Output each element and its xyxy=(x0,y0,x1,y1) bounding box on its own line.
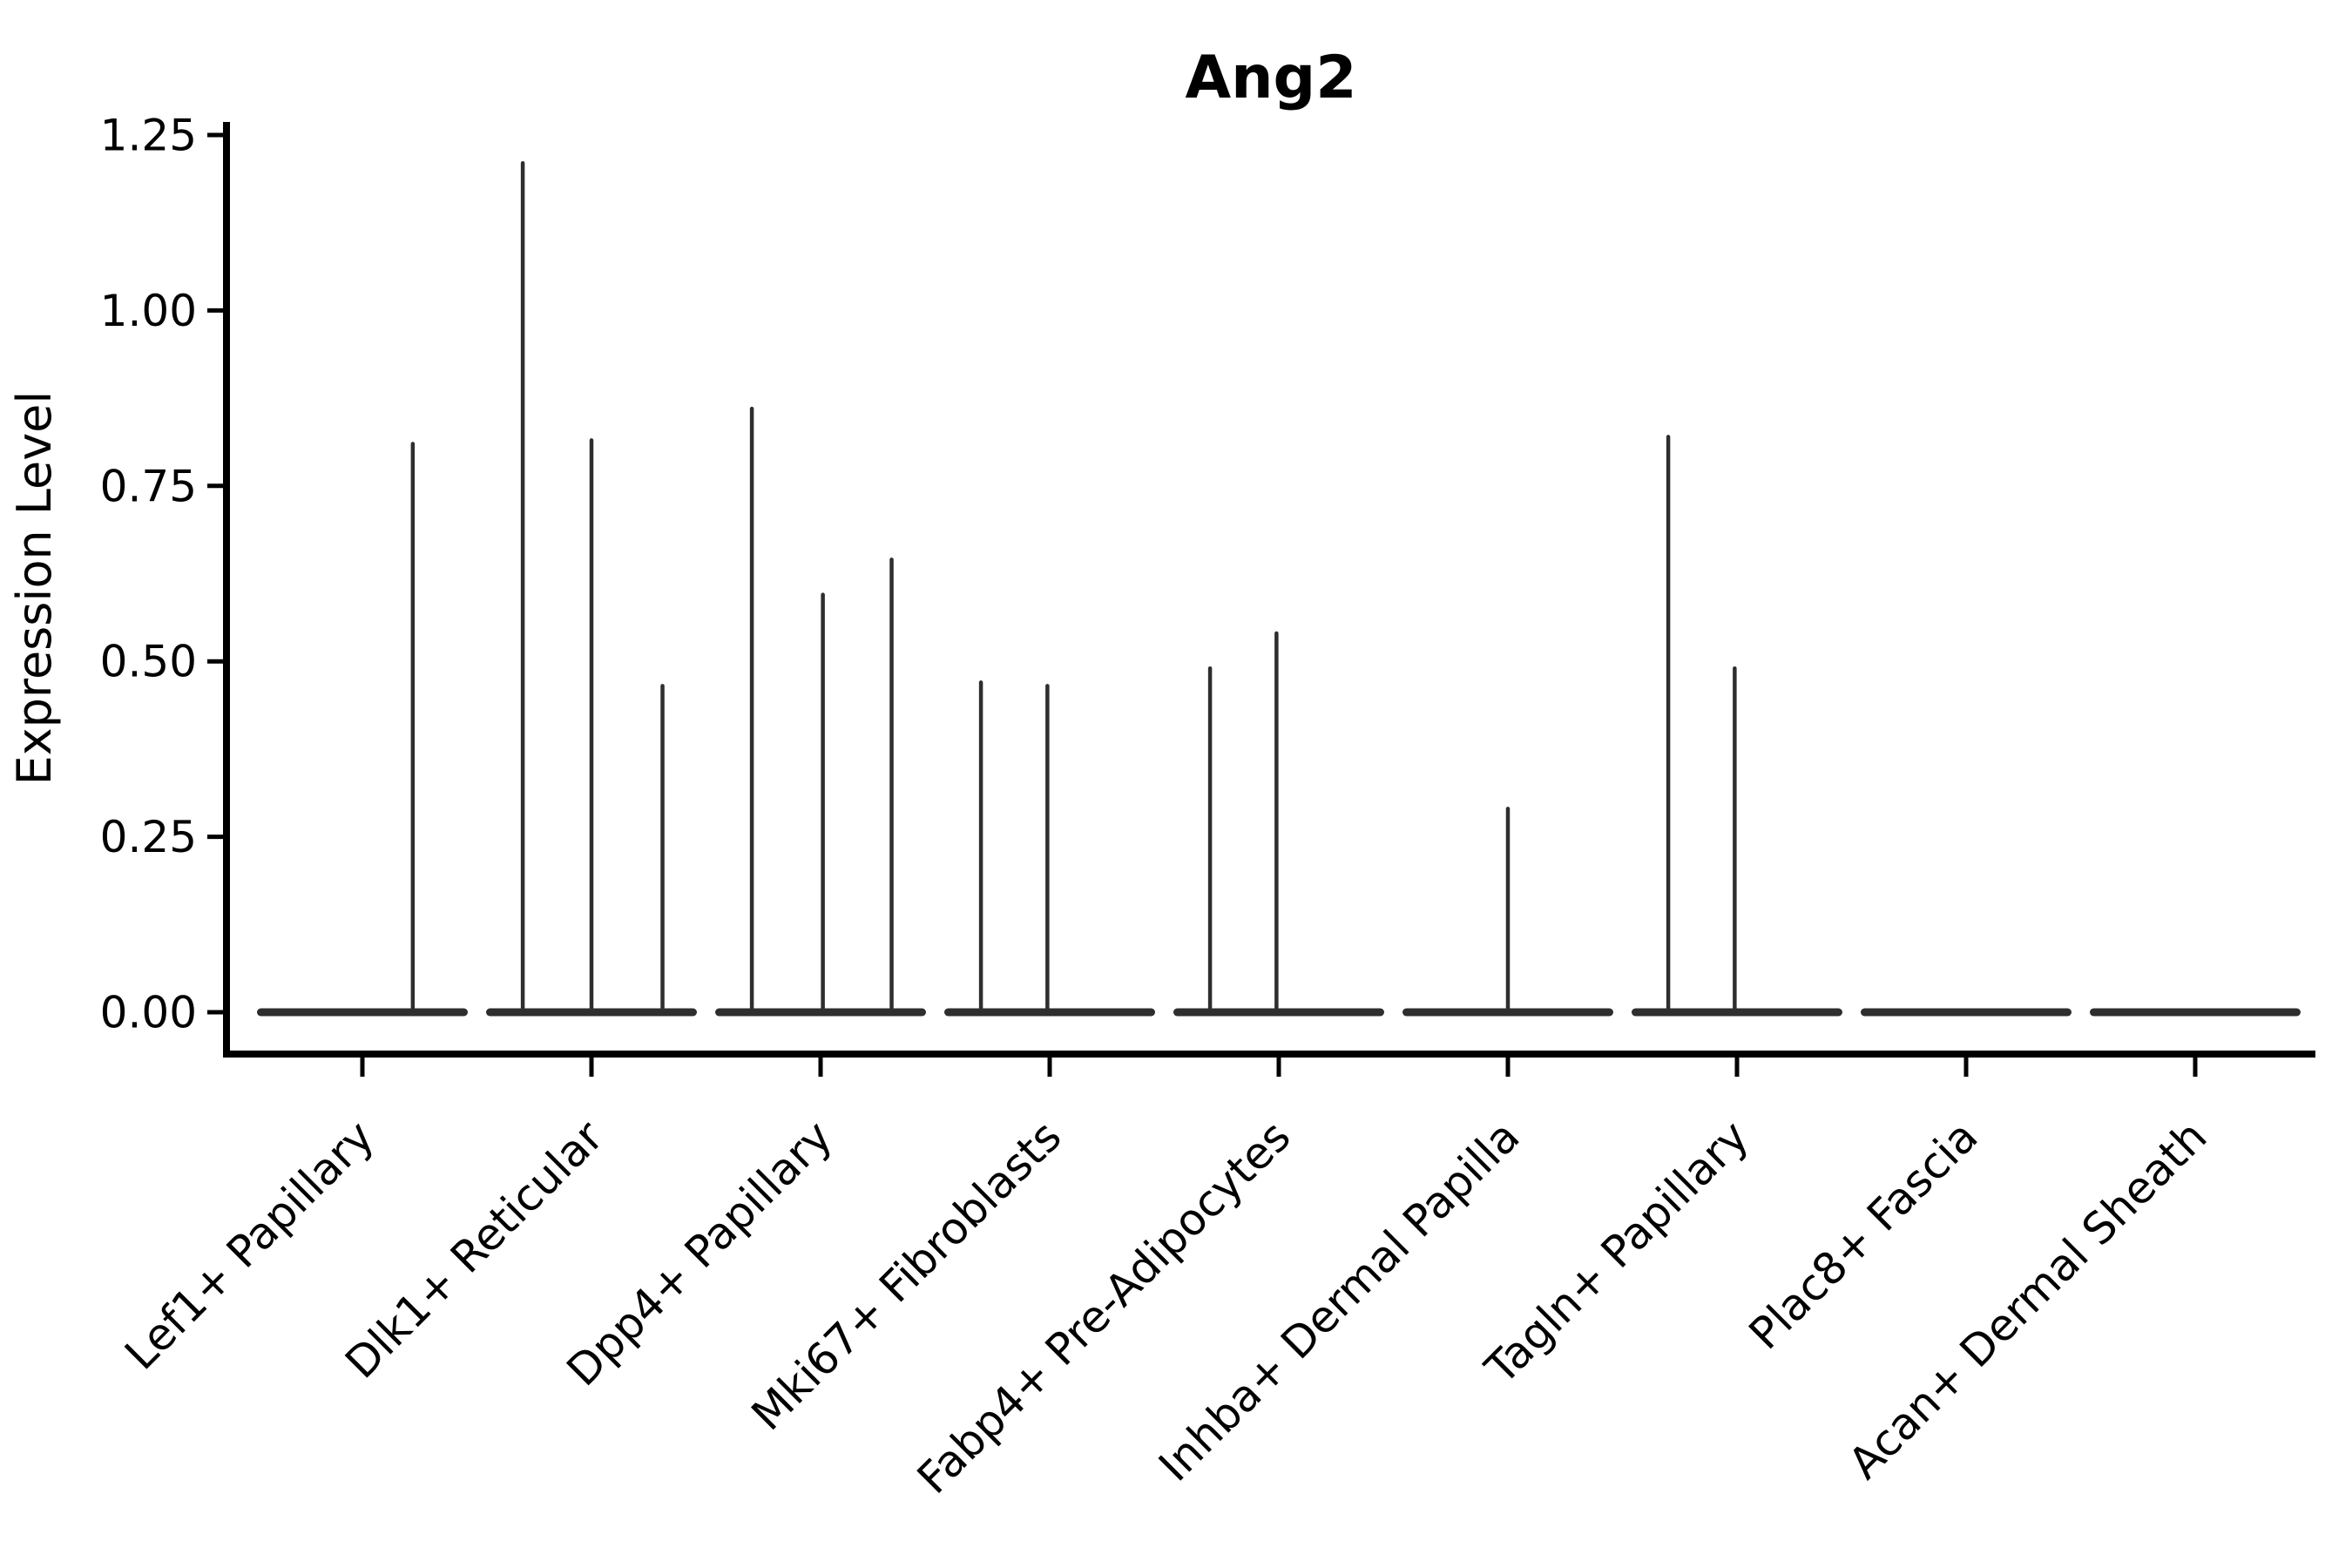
y-tick-label: 1.25 xyxy=(100,111,197,161)
violin-baseline xyxy=(1861,1008,2072,1017)
y-tick-label: 0.50 xyxy=(100,637,197,687)
violin-baseline xyxy=(2090,1008,2301,1017)
y-axis-label: Expression Level xyxy=(7,391,62,786)
violin-baseline xyxy=(1173,1008,1384,1017)
violin-baseline xyxy=(257,1008,468,1017)
violin-baseline xyxy=(944,1008,1155,1017)
violin-baseline xyxy=(715,1008,926,1017)
y-tick-label: 0.00 xyxy=(100,988,197,1038)
y-tick-label: 0.75 xyxy=(100,461,197,511)
chart-title: Ang2 xyxy=(1185,44,1356,112)
violin-baseline xyxy=(1632,1008,1842,1017)
y-tick-label: 0.25 xyxy=(100,812,197,862)
y-tick-label: 1.00 xyxy=(100,286,197,336)
